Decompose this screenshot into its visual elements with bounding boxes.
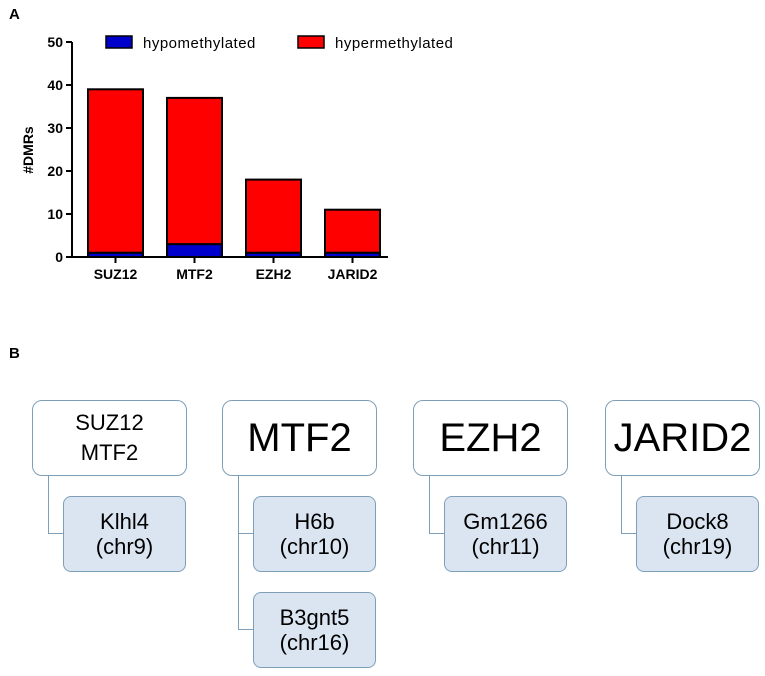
legend-swatch-hypermethylated xyxy=(297,35,325,49)
chart-legend: hypomethylated hypermethylated xyxy=(105,35,453,52)
tree-connector xyxy=(429,476,445,534)
dmr-gene-name: Gm1266 xyxy=(463,508,548,534)
tree-connector xyxy=(238,476,254,630)
dmr-box: H6b (chr10) xyxy=(253,496,376,572)
y-tick-label: 0 xyxy=(55,249,63,265)
bar-hypermethylated-suz12 xyxy=(87,88,144,254)
gene-box-2: EZH2 xyxy=(413,400,568,476)
gene-box-3: JARID2 xyxy=(605,400,760,476)
gene-box-0: SUZ12 MTF2 xyxy=(32,400,187,476)
dmr-chromosome: (chr19) xyxy=(662,534,733,559)
x-tick-label: JARID2 xyxy=(328,266,378,282)
y-axis: 0 10 20 30 40 50 xyxy=(47,34,73,265)
legend-swatch-hypomethylated xyxy=(105,35,133,49)
x-axis: SUZ12 MTF2 EZH2 JARID2 xyxy=(72,256,388,282)
dmr-box: B3gnt5 (chr16) xyxy=(253,592,376,668)
dmr-gene-name: Dock8 xyxy=(666,508,729,534)
bar-hypermethylated-jarid2 xyxy=(324,208,381,254)
gene-name: MTF2 xyxy=(80,440,139,465)
y-tick-label: 50 xyxy=(47,34,63,50)
y-tick-label: 30 xyxy=(47,120,63,136)
dmr-chromosome: (chr16) xyxy=(279,630,350,655)
x-tick-label: SUZ12 xyxy=(94,266,138,282)
dmr-chromosome: (chr10) xyxy=(279,534,350,559)
legend-label-hypermethylated: hypermethylated xyxy=(335,35,453,52)
x-tick-label: MTF2 xyxy=(176,266,213,282)
dmr-gene-name: Klhl4 xyxy=(100,508,149,534)
y-tick-label: 10 xyxy=(47,206,63,222)
dmr-box: Dock8 (chr19) xyxy=(636,496,759,572)
dmr-chromosome: (chr11) xyxy=(471,534,540,559)
dmr-box: Klhl4 (chr9) xyxy=(63,496,186,572)
gene-name: MTF2 xyxy=(247,416,352,460)
gene-name: EZH2 xyxy=(439,416,542,460)
bars xyxy=(87,88,381,259)
stacked-bar-chart: 0 10 20 30 40 50 SUZ12 MTF2 EZH2 JARID2 hypometh… xyxy=(20,34,453,282)
bar-hypomethylated-mtf2 xyxy=(166,243,223,259)
tree-connector xyxy=(48,476,64,534)
gene-name: SUZ12 xyxy=(75,410,144,436)
x-tick-label: EZH2 xyxy=(256,266,292,282)
tree-connector xyxy=(621,476,637,534)
y-tick-label: 20 xyxy=(47,163,63,179)
dmr-box: Gm1266 (chr11) xyxy=(444,496,567,572)
gene-box-1: MTF2 xyxy=(222,400,377,476)
y-tick-label: 40 xyxy=(47,77,63,93)
legend-label-hypomethylated: hypomethylated xyxy=(143,35,256,52)
panel-b-label: B xyxy=(9,345,20,362)
bar-hypermethylated-mtf2 xyxy=(166,96,223,246)
y-axis-label: #DMRs xyxy=(20,126,36,174)
panel-a-label: A xyxy=(9,6,20,23)
dmr-chromosome: (chr9) xyxy=(95,534,154,559)
dmr-gene-name: B3gnt5 xyxy=(279,604,350,630)
dmr-gene-name: H6b xyxy=(294,508,335,534)
gene-name: JARID2 xyxy=(613,416,752,460)
bar-hypermethylated-ezh2 xyxy=(245,178,302,254)
